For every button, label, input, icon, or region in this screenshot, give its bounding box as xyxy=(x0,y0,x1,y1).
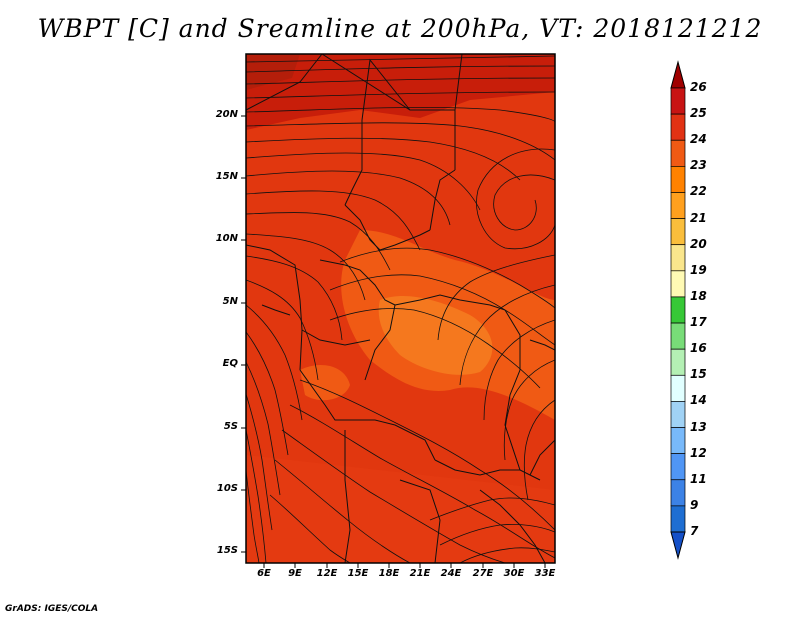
lat-label-5N: 5N xyxy=(222,296,238,307)
lon-label-27E: 27E xyxy=(472,568,494,579)
colorbar-label: 12 xyxy=(690,445,707,460)
lat-label-15N: 15N xyxy=(215,171,238,182)
colorbar-swatch xyxy=(670,374,686,402)
colorbar-label: 15 xyxy=(690,367,707,382)
lon-label-30E: 30E xyxy=(503,568,525,579)
colorbar-swatch xyxy=(670,505,686,533)
colorbar-swatch xyxy=(670,322,686,350)
colorbar-label: 26 xyxy=(690,80,707,94)
lon-label-24E: 24E xyxy=(440,568,462,579)
colorbar-label: 14 xyxy=(690,393,707,408)
lat-label-10S: 10S xyxy=(216,483,238,494)
colorbar-label: 16 xyxy=(690,341,707,356)
colorbar-label: 9 xyxy=(690,497,699,512)
colorbar-label: 25 xyxy=(690,106,707,121)
colorbar-label: 18 xyxy=(690,288,707,303)
colorbar-swatch xyxy=(670,348,686,376)
colorbar-label: 17 xyxy=(690,315,707,330)
colorbar-label: 11 xyxy=(690,471,707,486)
field-south xyxy=(246,455,555,563)
colorbar-label: 23 xyxy=(690,158,707,173)
colorbar-swatch xyxy=(670,218,686,246)
lon-label-18E: 18E xyxy=(378,568,400,579)
field-lighter-core xyxy=(378,295,493,375)
streamlines xyxy=(246,55,555,563)
colorbar-label: 13 xyxy=(690,419,707,434)
colorbar-swatch xyxy=(670,244,686,272)
lon-label-9E: 9E xyxy=(288,568,302,579)
colorbar-label: 21 xyxy=(690,210,707,225)
colorbar-label: 24 xyxy=(690,132,707,147)
colorbar-label: 7 xyxy=(690,524,699,538)
lat-label-EQ: EQ xyxy=(222,358,238,369)
colorbar-label: 19 xyxy=(690,262,707,277)
lon-label-33E: 33E xyxy=(534,568,556,579)
colorbar-swatch xyxy=(670,139,686,167)
colorbar-label: 22 xyxy=(690,184,707,199)
colorbar-swatch xyxy=(670,401,686,428)
colorbar-swatch xyxy=(670,113,686,141)
field-light-spot xyxy=(300,365,350,401)
colorbar-swatch xyxy=(670,87,686,115)
plot-frame xyxy=(245,53,556,564)
colorbar-swatch xyxy=(670,479,686,507)
colorbar-swatch xyxy=(670,270,686,298)
colorbar-bottom-arrow xyxy=(670,531,686,560)
lon-label-15E: 15E xyxy=(347,568,369,579)
lat-label-5S: 5S xyxy=(223,421,238,432)
lon-label-6E: 6E xyxy=(257,568,271,579)
colorbar-swatch xyxy=(670,166,686,193)
colorbar-swatch xyxy=(670,192,686,219)
colorbar-swatch xyxy=(670,427,686,454)
lat-label-10N: 10N xyxy=(215,233,238,244)
map-title: WBPT [C] and Sreamline at 200hPa, VT: 20… xyxy=(37,14,763,43)
lon-label-21E: 21E xyxy=(409,568,431,579)
colorbar-swatch xyxy=(670,453,686,481)
colorbar-swatch xyxy=(670,296,686,324)
axis-ticks xyxy=(241,115,546,568)
country-borders xyxy=(246,54,555,563)
lon-label-12E: 12E xyxy=(316,568,338,579)
field-dark-north xyxy=(246,54,555,130)
lat-label-20N: 20N xyxy=(215,109,238,120)
lat-label-15S: 15S xyxy=(216,545,238,556)
credit-text: GrADS: IGES/COLA xyxy=(5,604,99,614)
colorbar-label: 20 xyxy=(690,236,707,251)
field-darker-corner xyxy=(246,54,300,90)
colorbar-top-arrow xyxy=(670,60,686,89)
colorbar xyxy=(670,60,686,560)
